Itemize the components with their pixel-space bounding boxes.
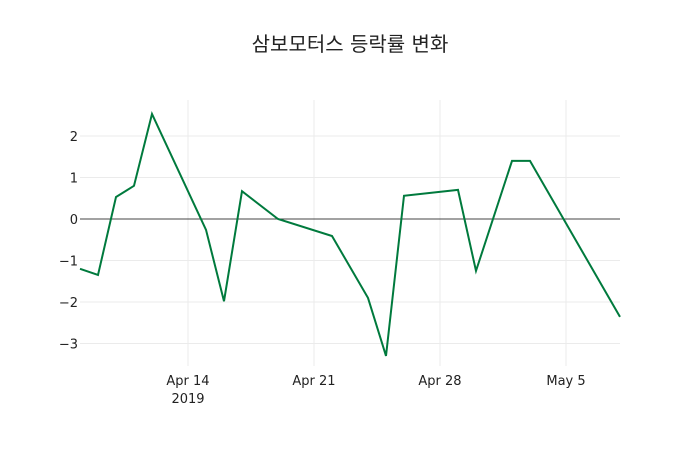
y-tick-label: −3 xyxy=(59,338,78,353)
y-tick-label: −2 xyxy=(59,296,78,311)
y-tick-label: −1 xyxy=(59,255,78,270)
x-tick-label: May 5 xyxy=(546,374,585,389)
y-axis-ticks: 2 1 0 −1 −2 −3 xyxy=(59,130,78,353)
x-tick-year-label: 2019 xyxy=(171,392,204,407)
series-line xyxy=(79,111,621,357)
grid-lines xyxy=(80,100,620,366)
chart-title: 삼보모터스 등락률 변화 xyxy=(251,32,449,56)
y-tick-label: 0 xyxy=(70,213,78,228)
x-axis-ticks: Apr 14 2019 Apr 21 Apr 28 May 5 xyxy=(166,374,585,407)
x-tick-label: Apr 14 xyxy=(166,374,209,389)
x-tick-label: Apr 21 xyxy=(292,374,335,389)
y-tick-label: 1 xyxy=(70,172,78,187)
y-tick-label: 2 xyxy=(70,130,78,145)
x-tick-label: Apr 28 xyxy=(418,374,461,389)
